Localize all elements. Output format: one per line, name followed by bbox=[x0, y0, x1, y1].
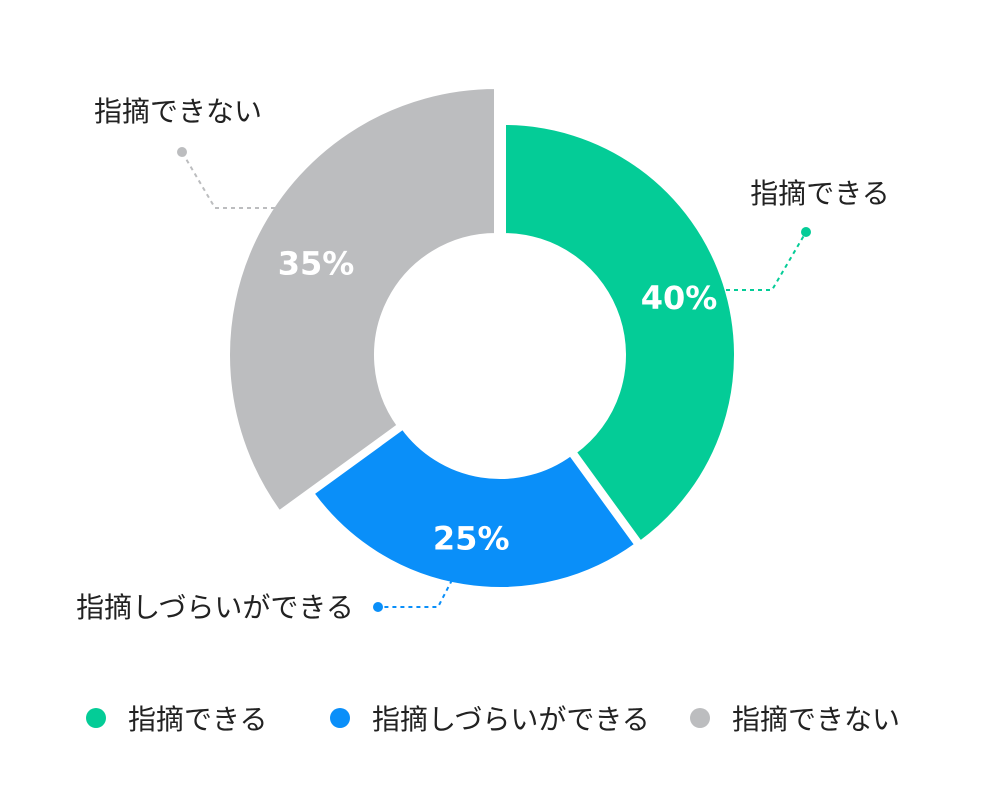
donut-slice-can-point-out bbox=[502, 120, 738, 546]
legend-swatch bbox=[86, 708, 106, 728]
legend-swatch bbox=[330, 708, 350, 728]
callout-leader-line-cannot-point-out bbox=[181, 151, 275, 209]
callout-label-hard-but-can: 指摘しづらいができる bbox=[76, 591, 354, 624]
callout-label-can-point-out: 指摘できる bbox=[750, 177, 889, 210]
callout-dot-cannot-point-out bbox=[177, 147, 187, 157]
slice-value-label-cannot-point-out: 35% bbox=[278, 244, 355, 282]
legend-item-hard-but-can: 指摘しづらいができる bbox=[330, 690, 650, 746]
slice-value-label-hard-but-can: 25% bbox=[433, 520, 510, 558]
slice-value-label-can-point-out: 40% bbox=[641, 279, 718, 317]
callout-label-cannot-point-out: 指摘できない bbox=[94, 95, 262, 128]
donut-slice-hard-but-can bbox=[309, 424, 640, 591]
callout-dot-hard-but-can bbox=[373, 602, 383, 612]
legend-label: 指摘しづらいができる bbox=[372, 703, 650, 736]
callout-leader-line-hard-but-can bbox=[378, 579, 453, 608]
legend-label: 指摘できる bbox=[128, 703, 268, 736]
legend-item-cannot-point-out: 指摘できない bbox=[690, 690, 900, 746]
callout-leader-line-can-point-out bbox=[726, 231, 807, 291]
donut-slice-cannot-point-out bbox=[226, 84, 498, 516]
callout-dot-can-point-out bbox=[801, 227, 811, 237]
chart-legend: 指摘できる 指摘しづらいができる 指摘できない bbox=[0, 690, 1000, 750]
legend-swatch bbox=[690, 708, 710, 728]
legend-item-can-point-out: 指摘できる bbox=[86, 690, 267, 746]
legend-label: 指摘できない bbox=[732, 703, 901, 736]
